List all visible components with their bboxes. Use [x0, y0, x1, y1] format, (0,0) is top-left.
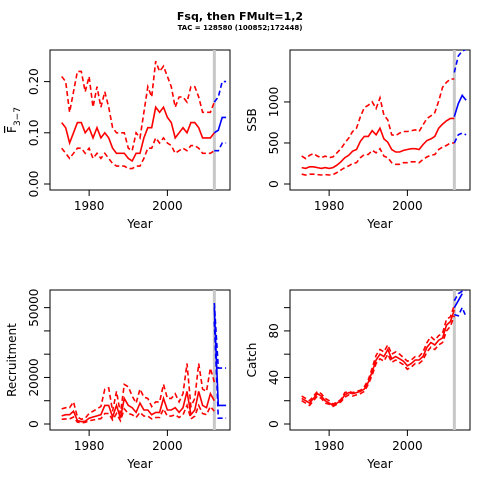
plot-frame [289, 289, 471, 431]
x-axis-label: Year [366, 457, 392, 471]
y-tick-label: 0 [267, 420, 281, 428]
x-tick-label: 2000 [152, 439, 183, 453]
chart-top-left: 1980 2000 0.00 0.10 0.20 Year F3−7 [5, 49, 231, 231]
historical-solid-line [301, 309, 456, 407]
x-axis-label: Year [126, 217, 152, 231]
x-tick-label: 2000 [392, 199, 423, 213]
historical-dashed-line [301, 315, 456, 408]
y-tick-label: 0.10 [27, 119, 41, 146]
historical-dashed-line [61, 363, 216, 421]
projection-dashed-line [453, 290, 467, 302]
projection-dashed-line [214, 142, 227, 152]
x-tick-label: 1980 [314, 439, 345, 453]
x-axis-label: Year [126, 457, 152, 471]
y-tick-label: 20000 [27, 358, 41, 396]
projection-dashed-line [454, 305, 467, 318]
projection-solid-line [453, 93, 467, 117]
projection-solid-line [453, 293, 463, 309]
projection-dashed-line [213, 80, 227, 103]
y-axis-label: Catch [245, 343, 259, 378]
y-axis-label: Recruitment [5, 323, 19, 397]
y-tick-label: 0.00 [27, 171, 41, 198]
chart-bottom-right: 1980 2000 0 40 80 Year Catch [245, 289, 471, 471]
historical-dashed-line [301, 142, 455, 176]
x-tick-label: 2000 [152, 199, 183, 213]
y-tick-label: 0.20 [27, 68, 41, 95]
y-tick-label: 40 [267, 370, 281, 385]
x-tick-label: 1980 [314, 199, 345, 213]
series-group [61, 60, 227, 170]
chart-top-right: 1980 2000 0 500 1000 Year SSB [245, 49, 471, 231]
x-tick-label: 1980 [74, 199, 105, 213]
y-tick-label: 500 [267, 132, 281, 155]
series-group [301, 290, 467, 408]
historical-dashed-line [61, 136, 215, 170]
historical-dashed-line [301, 78, 455, 160]
series-group [301, 50, 467, 176]
figure-title: Fsq, then FMult=1,2 [177, 10, 303, 23]
projection-dashed-line [453, 132, 467, 144]
historical-solid-line [301, 117, 455, 170]
projection-solid-line [213, 116, 227, 134]
y-tick-label: 50000 [27, 289, 41, 327]
x-tick-label: 2000 [392, 439, 423, 453]
projection-dashed-line [213, 302, 227, 369]
historical-dashed-line [61, 60, 216, 152]
y-tick-label: 0 [267, 180, 281, 188]
plot-frame [49, 289, 231, 431]
x-axis-label: Year [366, 217, 392, 231]
projection-dashed-line [213, 321, 227, 420]
y-tick-label: 80 [267, 323, 281, 338]
series-group [61, 302, 227, 424]
historical-dashed-line [301, 305, 456, 406]
historical-solid-line [61, 391, 215, 423]
historical-solid-line [61, 105, 215, 163]
y-tick-label: 1000 [267, 87, 281, 118]
y-axis-label: SSB [245, 108, 259, 131]
historical-dashed-line [61, 403, 215, 424]
projection-dashed-line [453, 50, 467, 73]
figure-subtitle: TAC = 128580 (100852;172448) [178, 24, 303, 32]
plot-frame [49, 49, 231, 191]
plot-frame [289, 49, 471, 191]
y-axis-label: F3−7 [5, 107, 23, 133]
y-tick-label: 0 [27, 420, 41, 428]
x-tick-label: 1980 [74, 439, 105, 453]
